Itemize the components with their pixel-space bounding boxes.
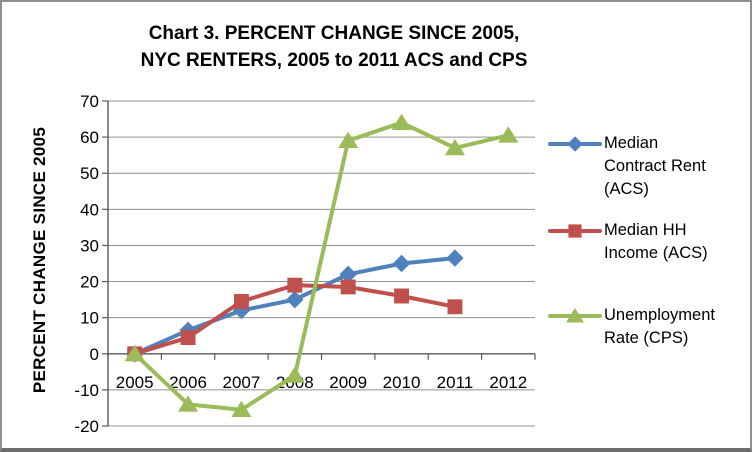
- svg-text:2010: 2010: [383, 373, 421, 392]
- svg-text:30: 30: [80, 236, 99, 255]
- svg-text:2011: 2011: [437, 373, 474, 392]
- svg-text:0: 0: [90, 345, 99, 364]
- svg-text:60: 60: [80, 128, 99, 147]
- svg-text:50: 50: [80, 164, 99, 183]
- svg-text:20: 20: [80, 273, 99, 292]
- svg-text:40: 40: [80, 200, 99, 219]
- svg-text:2005: 2005: [116, 373, 154, 392]
- svg-text:-10: -10: [74, 381, 99, 400]
- svg-text:70: 70: [80, 92, 99, 111]
- chart-title-line1: Chart 3. PERCENT CHANGE SINCE 2005,: [148, 23, 520, 44]
- svg-text:2006: 2006: [169, 373, 207, 392]
- chart-title: Chart 3. PERCENT CHANGE SINCE 2005, NYC …: [2, 20, 666, 74]
- svg-text:-20: -20: [74, 417, 99, 436]
- svg-text:2007: 2007: [223, 373, 261, 392]
- svg-text:2012: 2012: [489, 373, 527, 392]
- chart-title-line2: NYC RENTERS, 2005 to 2011 ACS and CPS: [140, 50, 528, 71]
- svg-text:2009: 2009: [329, 373, 367, 392]
- svg-text:10: 10: [80, 309, 99, 328]
